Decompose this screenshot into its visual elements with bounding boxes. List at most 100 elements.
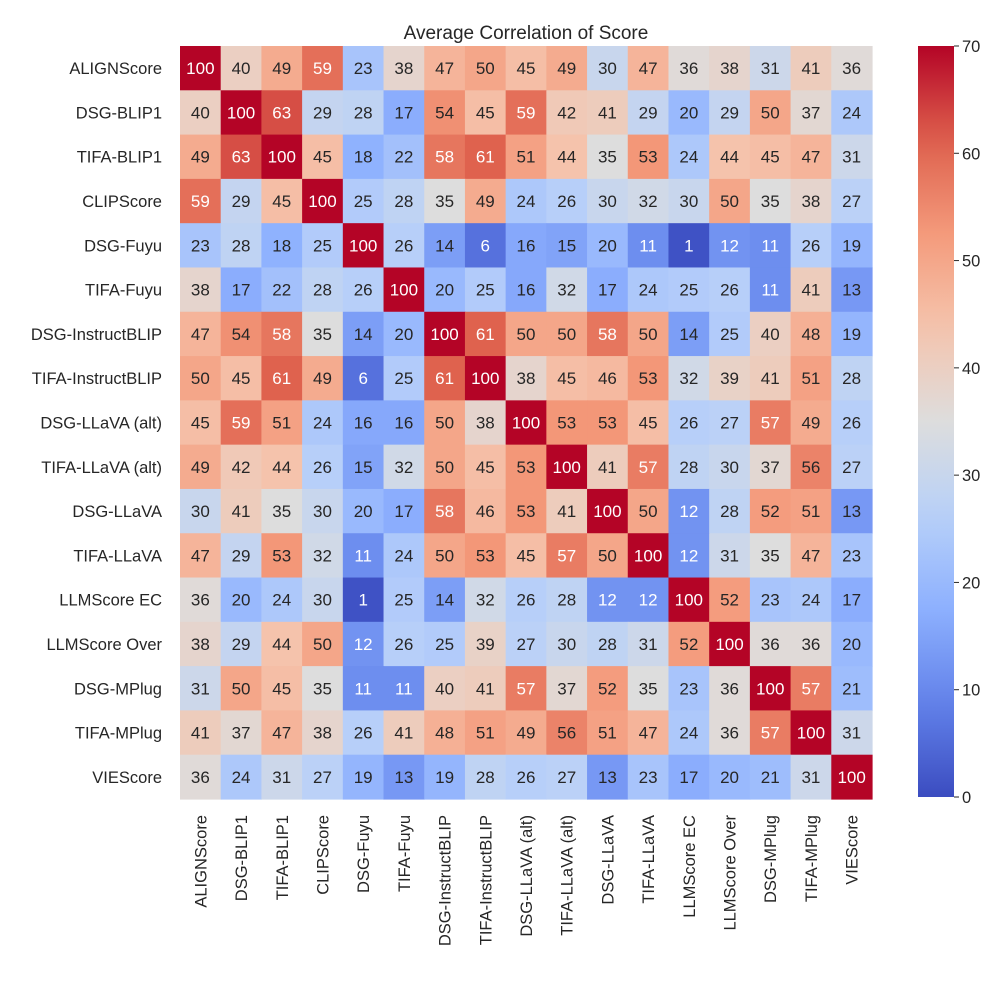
cell-value-label: 40 [191,103,210,122]
cell-value-label: 6 [358,369,367,388]
cell-value-label: 49 [191,148,210,167]
heatmap-cell [464,356,507,401]
heatmap-cell [302,488,344,534]
heatmap-cell [546,577,588,623]
heatmap-cell [464,533,507,579]
row-tick-label: LLMScore EC [59,592,162,610]
cell-value-label: 100 [186,59,214,78]
heatmap-cell [546,710,588,756]
heatmap-cell [749,533,792,579]
cell-value-label: 11 [395,679,413,698]
cell-value-label: 44 [272,458,291,477]
cell-value-label: 35 [598,148,617,167]
heatmap-cell [790,134,832,180]
heatmap-cell [302,267,344,313]
heatmap-cell [668,90,710,136]
heatmap-cell [220,621,263,667]
heatmap-cell [342,356,385,401]
heatmap-cell [180,90,222,136]
heatmap-cell [505,444,547,490]
cell-value-label: 20 [394,325,413,344]
cell-value-label: 59 [313,59,332,78]
cell-value-label: 24 [272,591,291,610]
heatmap-cell [587,46,629,91]
heatmap-cell [342,267,385,313]
cell-value-label: 12 [679,546,698,565]
cell-value-label: 54 [232,325,251,344]
heatmap-cell [749,577,792,623]
heatmap-cell [587,400,629,446]
heatmap-cell [831,533,873,579]
heatmap-cell [383,311,425,357]
cell-value-label: 22 [394,148,413,167]
heatmap-cell [302,754,344,800]
cell-value-label: 47 [435,59,454,78]
cell-value-label: 23 [639,768,658,787]
heatmap-cell [505,311,547,357]
cell-value-label: 14 [354,325,373,344]
heatmap-cell [424,356,466,401]
cell-value-label: 32 [476,591,495,610]
heatmap-cell [424,46,466,91]
cell-value-label: 12 [598,591,617,610]
cell-value-label: 19 [435,768,454,787]
cell-value-label: 50 [720,192,739,211]
heatmap-cell [668,754,710,800]
cell-value-label: 49 [272,59,291,78]
cell-value-label: 30 [313,502,332,521]
heatmap-cell [220,46,263,91]
cell-value-label: 50 [639,502,658,521]
heatmap-cell [302,311,344,357]
cell-value-label: 15 [354,458,373,477]
cell-value-label: 100 [308,192,336,211]
cell-value-label: 26 [679,414,698,433]
heatmap-cell [302,90,344,136]
heatmap-cell [790,46,832,91]
cell-value-label: 24 [842,103,861,122]
cell-value-label: 27 [557,768,576,787]
cell-value-label: 15 [557,236,576,255]
heatmap-cell [505,356,547,401]
cell-value-label: 18 [272,236,291,255]
cell-value-label: 28 [720,502,739,521]
cell-value-label: 32 [679,369,698,388]
cell-value-label: 27 [517,635,536,654]
column-tick-label: DSG-Fuyu [355,815,373,893]
cell-value-label: 24 [679,724,698,743]
cell-value-label: 26 [801,236,820,255]
colorbar: 0 10 20 30 40 50 60 70 [918,38,980,807]
row-tick-label: TIFA-Fuyu [85,282,162,300]
column-tick-label: TIFA-MPlug [803,815,821,902]
heatmap-cell [261,754,303,800]
heatmap-cell [424,488,466,534]
cell-value-label: 37 [557,679,576,698]
cell-value-label: 23 [842,546,861,565]
heatmap-cell [668,488,710,534]
heatmap-cell [180,754,222,800]
cell-value-label: 53 [639,148,658,167]
heatmap-cell [749,400,792,446]
heatmap-cell [831,178,873,224]
cell-value-label: 40 [761,325,780,344]
cell-value-label: 32 [313,546,332,565]
cell-value-label: 24 [679,148,698,167]
cell-value-label: 57 [557,546,576,565]
cell-value-label: 20 [232,591,251,610]
row-tick-label: CLIPScore [82,193,162,211]
heatmap-cell [709,223,751,269]
cell-value-label: 30 [598,192,617,211]
heatmap-cell [261,223,303,269]
cell-value-label: 26 [517,768,536,787]
cell-value-label: 38 [801,192,820,211]
heatmap-cell [342,533,385,579]
heatmap-cell [668,178,710,224]
cell-value-label: 57 [801,679,820,698]
cell-value-label: 24 [517,192,536,211]
heatmap-cell [790,488,832,534]
heatmap-cell [505,488,547,534]
heatmap-cell [342,178,385,224]
cell-value-label: 1 [684,236,693,255]
cell-value-label: 41 [394,724,413,743]
heatmap-cell [424,134,466,180]
heatmap-cell [180,577,222,623]
